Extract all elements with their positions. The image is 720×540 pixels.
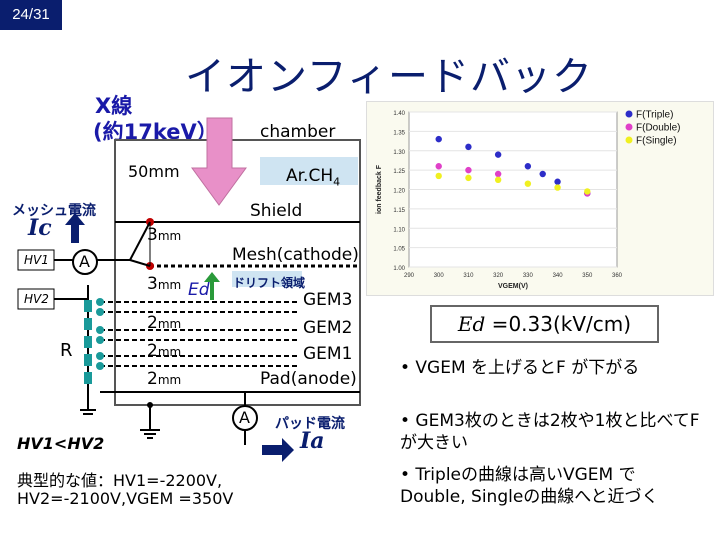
- x-tick-label: 290: [404, 273, 415, 279]
- y-tick-label: 1.15: [393, 208, 405, 214]
- chart-svg: 1.00 1.05 1.10 1.15 1.20 1.25 1.30 1.35 1.40 290 3…: [376, 110, 680, 291]
- slide-title: イオンフィードバック: [185, 54, 593, 100]
- bullet-3: • Tripleの曲線は高いVGEM でDouble, Singleの曲線へと近…: [400, 465, 659, 507]
- legend-marker: [625, 123, 633, 131]
- x-tick-label: 330: [523, 273, 534, 279]
- legend-entry: F(Double): [636, 123, 680, 134]
- bullet-2: • GEM3枚のときは2枚や1枚と比べてF が大きい: [400, 411, 700, 453]
- x-axis-label: VGEM(V): [498, 283, 528, 290]
- gap-2mm-label: 2mm: [147, 313, 182, 333]
- legend-entry: F(Triple): [636, 110, 673, 121]
- data-point-F(Single): [435, 172, 442, 180]
- mesh-label: Mesh(cathode): [232, 245, 359, 265]
- data-point-F(Triple): [435, 135, 442, 143]
- y-tick-label: 1.30: [393, 150, 405, 156]
- typical-values-line2: HV2=-2100V,VGEM =350V: [17, 489, 234, 508]
- gem2-label: GEM2: [303, 318, 353, 338]
- data-point-F(Double): [494, 170, 502, 178]
- distance-50mm-label: 50mm: [128, 162, 180, 181]
- legend-marker: [625, 110, 633, 118]
- y-tick-label: 1.05: [393, 247, 405, 253]
- ed-value-box: Ed =0.33(kV/cm): [430, 305, 659, 343]
- hv1-label: HV1: [24, 253, 49, 267]
- hv-relation: HV1<HV2: [17, 434, 105, 453]
- x-tick-label: 300: [434, 273, 445, 279]
- y-tick-label: 1.35: [393, 130, 405, 136]
- data-point-F(Single): [584, 188, 591, 195]
- resistor-label: R: [60, 340, 73, 361]
- legend-marker: [625, 136, 633, 144]
- data-point-F(Triple): [524, 163, 532, 170]
- chamber-label: chamber: [260, 122, 336, 142]
- data-point-F(Triple): [494, 151, 502, 158]
- detector-schematic: [17, 117, 361, 462]
- y-tick-label: 1.20: [393, 189, 405, 195]
- ic-label: Ic: [28, 215, 52, 241]
- page-number: 24/31: [0, 0, 62, 30]
- ia-label: Ia: [300, 428, 325, 454]
- mesh-current-label: メッシュ電流: [12, 203, 96, 219]
- gap-2mm-label: 2mm: [147, 369, 182, 389]
- y-axis-label: ion feedback F: [376, 164, 383, 214]
- data-point-F(Triple): [554, 178, 561, 185]
- pad-label: Pad(anode): [260, 369, 357, 389]
- data-point-F(Single): [494, 176, 502, 184]
- xray-arrow: [191, 117, 247, 206]
- mesh-ammeter-label: A: [79, 252, 90, 271]
- gem1-label: GEM1: [303, 344, 353, 364]
- drift-region-label: ドリフト領域: [233, 276, 306, 290]
- ion-feedback-chart: 1.00 1.05 1.10 1.15 1.20 1.25 1.30 1.35 1.40 290 3…: [366, 101, 714, 296]
- mesh-ammeter: [72, 249, 98, 275]
- x-tick-label: 350: [582, 273, 593, 279]
- gem3-label: GEM3: [303, 290, 353, 310]
- hv2-label: HV2: [24, 292, 49, 306]
- data-point-F(Single): [524, 180, 532, 187]
- gas-label: Ar.CH4: [286, 166, 341, 189]
- shield-label: Shield: [250, 201, 303, 221]
- data-point-F(Single): [465, 174, 472, 182]
- x-tick-label: 310: [463, 273, 474, 279]
- x-tick-label: 340: [553, 273, 564, 279]
- drift-gap-label: 3mm: [147, 274, 182, 294]
- y-tick-label: 1.40: [393, 111, 405, 117]
- y-tick-label: 1.00: [393, 266, 405, 272]
- x-tick-label: 320: [493, 273, 504, 279]
- typical-values-line1: 典型的な値：HV1=-2200V,: [17, 471, 223, 490]
- pad-current-label: パッド電流: [275, 416, 345, 432]
- y-tick-label: 1.25: [393, 169, 405, 175]
- y-tick-label: 1.10: [393, 227, 405, 233]
- xray-label: X線: [95, 94, 133, 118]
- ed-label: Ed: [188, 280, 210, 300]
- gas-region: [260, 157, 358, 185]
- gap-2mm-label: 2mm: [147, 341, 182, 361]
- data-point-F(Triple): [465, 143, 472, 151]
- bullet-1: • VGEM を上げるとF が下がる: [400, 358, 640, 378]
- data-point-F(Single): [554, 184, 561, 191]
- data-point-F(Double): [435, 163, 442, 170]
- x-tick-label: 360: [612, 273, 623, 279]
- data-point-F(Triple): [539, 170, 546, 178]
- gap-3mm-label: 3mm: [147, 225, 182, 245]
- data-point-F(Double): [465, 166, 472, 174]
- ed-arrow: [204, 272, 220, 300]
- pad-ammeter-label: A: [239, 408, 250, 427]
- legend-entry: F(Single): [636, 136, 677, 147]
